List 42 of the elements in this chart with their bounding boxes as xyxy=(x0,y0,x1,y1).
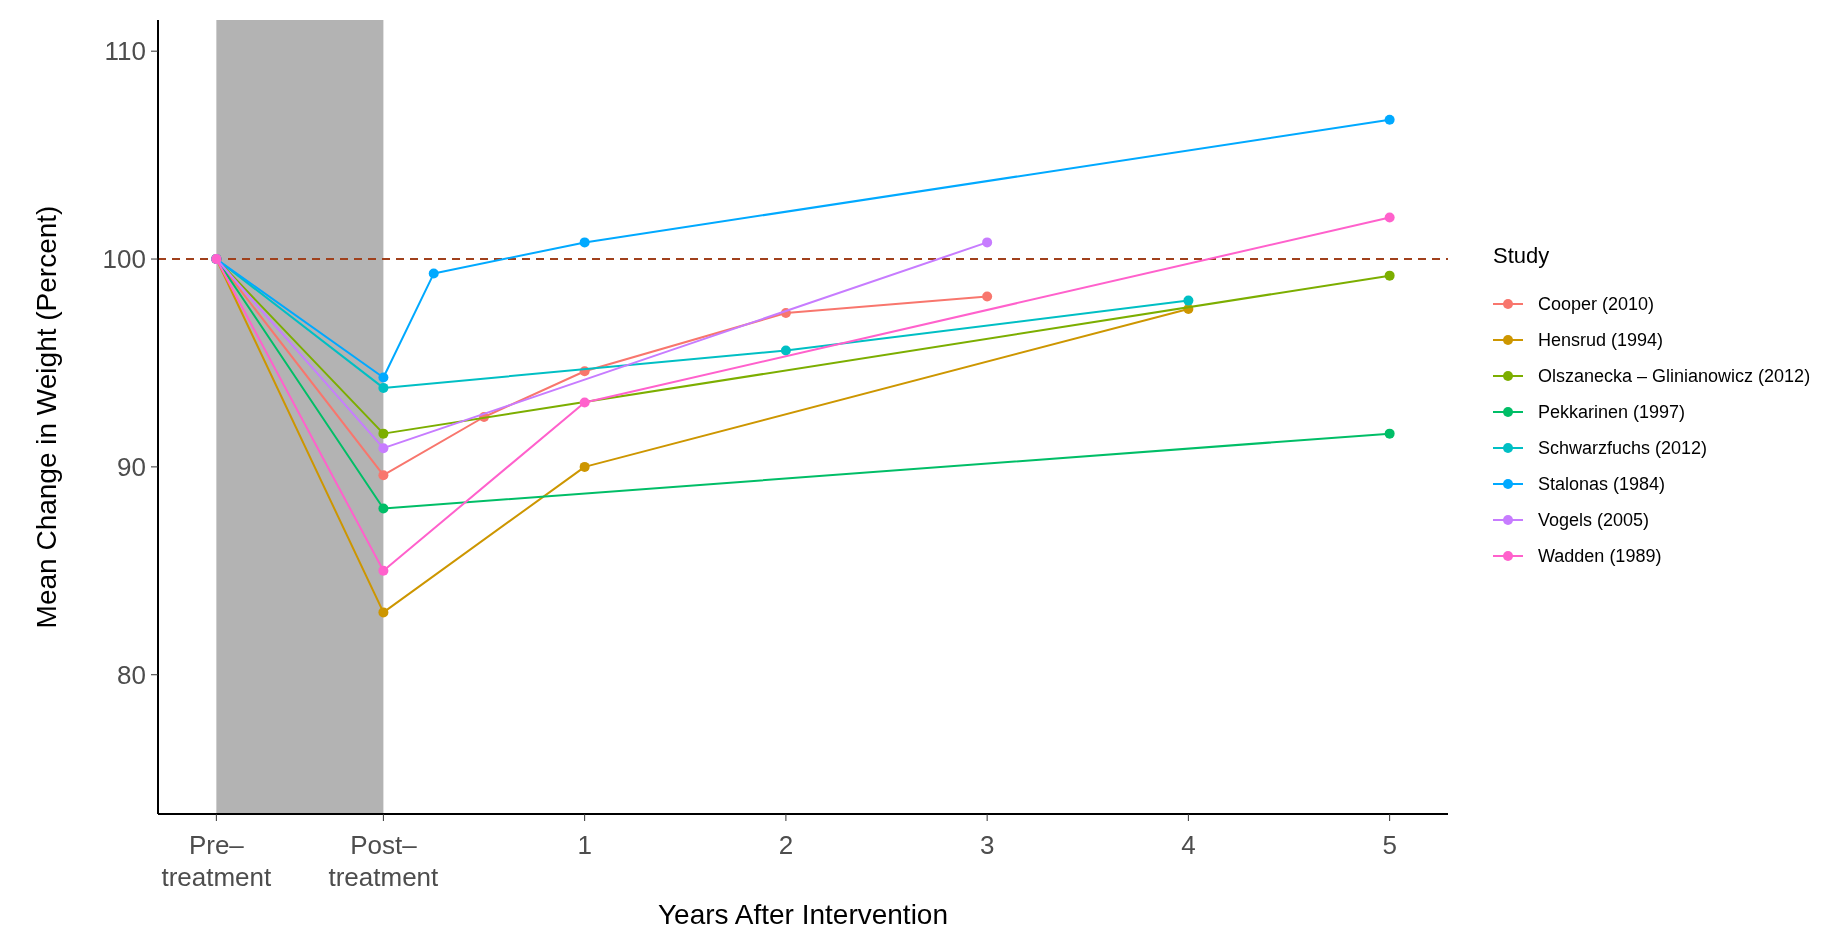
y-axis-title: Mean Change in Weight (Percent) xyxy=(31,205,62,629)
x-tick-label: 1 xyxy=(577,830,592,860)
legend-label: Wadden (1989) xyxy=(1538,546,1662,567)
legend-label: Olszanecka – Glinianowicz (2012) xyxy=(1538,366,1811,387)
point xyxy=(378,470,389,481)
x-tick-label: Pre– treatment xyxy=(161,830,273,892)
legend-label: Pekkarinen (1997) xyxy=(1538,402,1686,423)
x-tick-label: 3 xyxy=(979,830,995,860)
legend-label: Vogels (2005) xyxy=(1538,510,1650,531)
point xyxy=(1384,270,1395,281)
point xyxy=(378,382,389,393)
point xyxy=(378,607,389,618)
legend-label: Schwarzfuchs (2012) xyxy=(1538,438,1708,459)
x-tick-label: 5 xyxy=(1382,830,1397,860)
legend-title: Study xyxy=(1493,243,1550,268)
y-tick-label: 90 xyxy=(117,451,146,482)
point xyxy=(1384,428,1395,439)
x-tick-label: 4 xyxy=(1181,830,1196,860)
y-tick-label: 110 xyxy=(104,36,146,67)
point xyxy=(378,565,389,576)
legend-label: Hensrud (1994) xyxy=(1538,330,1664,351)
point xyxy=(579,397,590,408)
x-tick-label: 2 xyxy=(778,830,794,860)
x-tick-label: Post– treatment xyxy=(328,830,440,892)
legend-label: Cooper (2010) xyxy=(1538,294,1655,315)
point xyxy=(1384,114,1395,125)
point xyxy=(982,291,993,302)
point xyxy=(579,237,590,248)
y-tick-label: 80 xyxy=(117,659,146,690)
point xyxy=(579,461,590,472)
point xyxy=(378,428,389,439)
point xyxy=(378,372,389,383)
y-tick-label: 100 xyxy=(102,244,146,275)
point xyxy=(982,237,993,248)
point xyxy=(1183,295,1194,306)
point xyxy=(378,503,389,514)
point xyxy=(1384,212,1395,223)
point xyxy=(780,345,791,356)
point xyxy=(378,443,389,454)
point xyxy=(428,268,439,279)
x-axis-title: Years After Intervention xyxy=(657,899,949,930)
legend-label: Stalonas (1984) xyxy=(1538,474,1666,495)
